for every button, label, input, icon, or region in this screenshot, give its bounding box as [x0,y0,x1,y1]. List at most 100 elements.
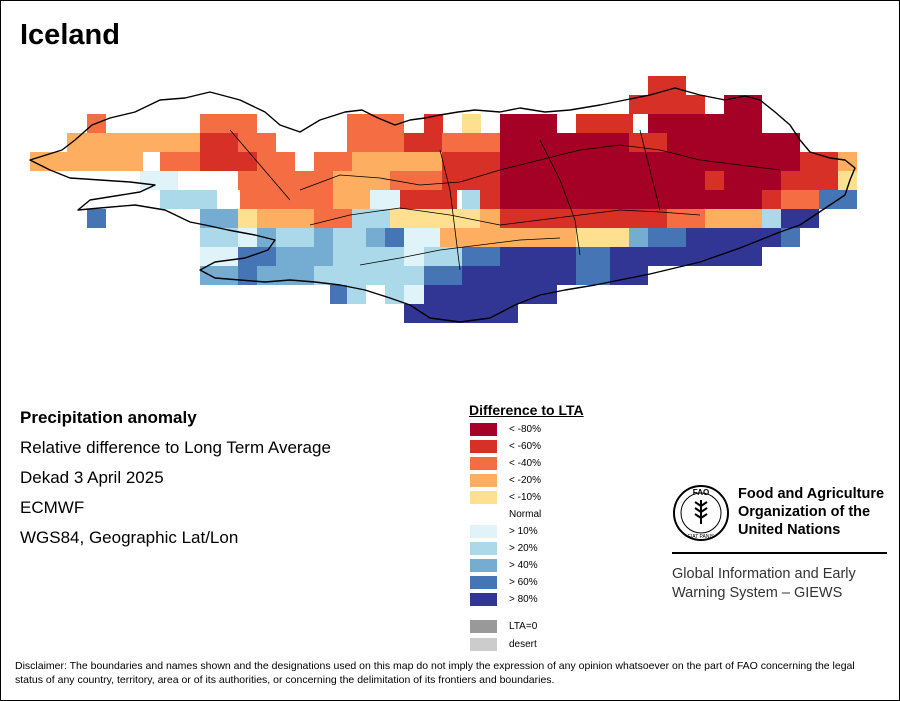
anomaly-cell [423,228,442,247]
anomaly-cell [333,171,352,190]
anomaly-cell [800,190,819,209]
anomaly-cell [385,285,404,304]
anomaly-cell [539,266,558,285]
legend-label: < -40% [509,458,541,469]
anomaly-cell [162,133,181,152]
anomaly-cell [724,228,743,247]
anomaly-cell [314,152,333,171]
anomaly-cell [370,190,389,209]
anomaly-cell [219,152,238,171]
logo-motto: FIAT PANIS [688,534,715,540]
anomaly-cell [762,209,781,228]
anomaly-cell [105,133,124,152]
legend-swatch [470,423,497,436]
anomaly-cell [652,152,671,171]
anomaly-cell [404,247,423,266]
anomaly-cell [667,133,686,152]
org-divider [672,552,887,554]
anomaly-cell [614,114,633,133]
anomaly-cell [648,95,667,114]
legend-swatch [470,576,497,589]
anomaly-cell [614,190,633,209]
anomaly-cell [690,190,709,209]
anomaly-cell [143,133,162,152]
anomaly-cell [500,152,519,171]
anomaly-cell [423,133,442,152]
giews-line2: Warning System – GIEWS [672,585,843,601]
anomaly-cell [67,133,86,152]
anomaly-cell [557,190,576,209]
anomaly-cell [557,228,576,247]
anomaly-cell [314,247,333,266]
anomaly-cell [440,228,459,247]
iceland-coastline [29,87,856,323]
anomaly-cell [576,152,595,171]
anomaly-cell [667,247,686,266]
anomaly-cell [480,133,499,152]
anomaly-cell [652,171,671,190]
anomaly-cell [595,171,614,190]
anomaly-cell [538,114,557,133]
anomaly-cell [595,228,614,247]
anomaly-cell [610,247,629,266]
legend-title: Difference to LTA [469,402,584,418]
anomaly-cell [728,152,747,171]
anomaly-cell [385,133,404,152]
anomaly-cell [352,152,371,171]
anomaly-cell [595,152,614,171]
anomaly-cell [347,133,366,152]
anomaly-cell [667,228,686,247]
anomaly-cell [614,152,633,171]
org-name-line1: Food and Agriculture [738,486,885,502]
anomaly-cell [419,190,438,209]
anomaly-cell [686,95,705,114]
anomaly-cell [500,190,519,209]
anomaly-cell [424,114,443,133]
anomaly-cell [728,190,747,209]
anomaly-cell [371,171,390,190]
anomaly-cell [333,247,352,266]
anomaly-cell [443,266,462,285]
legend-label: LTA=0 [509,621,538,632]
anomaly-cell [781,190,800,209]
anomaly-cell [462,190,481,209]
anomaly-cell [347,114,366,133]
anomaly-cell [295,171,314,190]
legend-label: > 40% [509,560,538,571]
anomaly-cell [462,247,481,266]
anomaly-cell [762,171,781,190]
anomaly-cell [576,190,595,209]
anomaly-cell [404,133,423,152]
anomaly-cell [671,171,690,190]
legend-swatch [470,508,497,521]
anomaly-cell [333,209,352,228]
anomaly-cell [686,114,705,133]
anomaly-cell [124,152,143,171]
anomaly-cell [500,228,519,247]
anomaly-cell [400,190,419,209]
anomaly-cell [648,247,667,266]
anomaly-cell [762,133,781,152]
legend-swatch [470,638,497,651]
legend-swatch [470,474,497,487]
anomaly-cell [633,171,652,190]
anomaly-cell [519,114,538,133]
anomaly-cell [200,133,219,152]
anomaly-cell [500,247,519,266]
anomaly-cell [724,133,743,152]
anomaly-cell [538,171,557,190]
anomaly-cell [614,171,633,190]
anomaly-cell [238,228,257,247]
anomaly-cell [238,152,257,171]
anomaly-cell [352,209,371,228]
anomaly-cell [424,285,443,304]
legend-swatch [470,559,497,572]
anomaly-cell [200,209,219,228]
anomaly-cell [538,228,557,247]
anomaly-cell [219,266,238,285]
anomaly-cell [499,304,518,323]
anomaly-cell [667,95,686,114]
anomaly-cell [724,114,743,133]
anomaly-cell [200,247,219,266]
anomaly-cell [278,190,297,209]
